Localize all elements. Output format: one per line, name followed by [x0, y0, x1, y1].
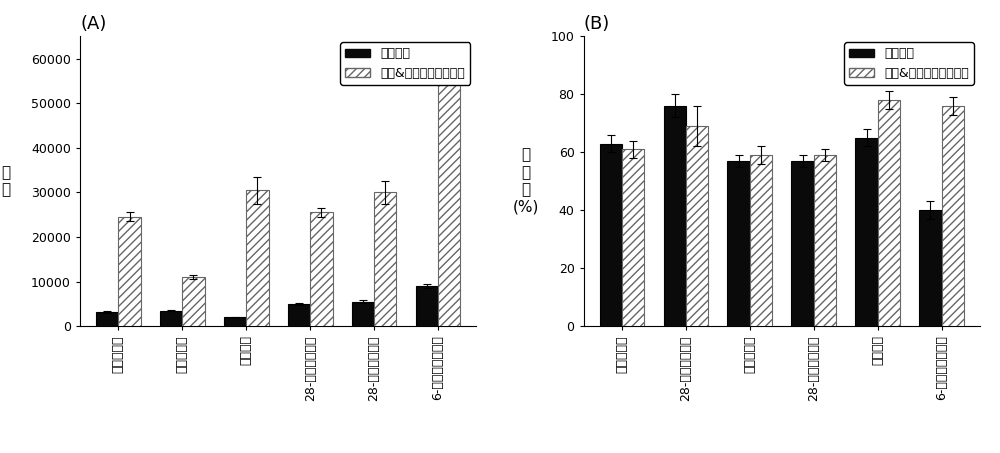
- Bar: [878, 100, 900, 326]
- Bar: [288, 304, 310, 326]
- Bar: [182, 277, 205, 326]
- Bar: [438, 72, 460, 326]
- Bar: [919, 210, 942, 326]
- Text: (A): (A): [80, 15, 106, 34]
- Bar: [310, 212, 333, 326]
- Y-axis label: 回
收
率
(%): 回 收 率 (%): [513, 148, 539, 215]
- Bar: [855, 138, 878, 326]
- Legend: 传统解吸, 解吸&盐诱导相转移萄取: 传统解吸, 解吸&盐诱导相转移萄取: [844, 43, 974, 85]
- Bar: [791, 161, 814, 326]
- Bar: [686, 126, 708, 326]
- Bar: [224, 317, 246, 326]
- Bar: [750, 155, 772, 326]
- Bar: [96, 312, 118, 326]
- Bar: [374, 193, 396, 326]
- Bar: [814, 155, 836, 326]
- Bar: [352, 302, 374, 326]
- Text: (B): (B): [584, 15, 610, 34]
- Bar: [118, 217, 141, 326]
- Legend: 传统解吸, 解吸&盐诱导相转移萄取: 传统解吸, 解吸&盐诱导相转移萄取: [340, 43, 470, 85]
- Bar: [160, 311, 182, 326]
- Bar: [600, 144, 622, 326]
- Bar: [664, 106, 686, 326]
- Bar: [246, 190, 269, 326]
- Bar: [942, 106, 964, 326]
- Bar: [622, 149, 644, 326]
- Bar: [727, 161, 750, 326]
- Y-axis label: 峰
高: 峰 高: [1, 165, 11, 198]
- Bar: [416, 286, 438, 326]
